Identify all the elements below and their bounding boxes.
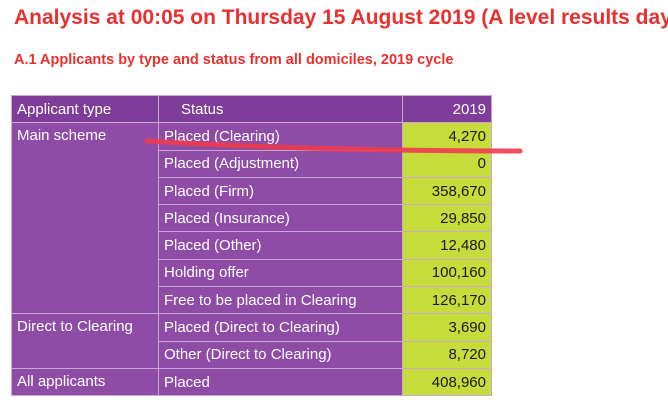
status-cell: Placed (Other): [158, 231, 403, 260]
value-cell: 100,160: [402, 258, 492, 288]
header-status: Status: [158, 94, 403, 124]
status-cell: Other (Direct to Clearing): [158, 340, 403, 369]
status-cell: Holding offer: [158, 258, 403, 288]
table-row: Holding offer 100,160: [12, 258, 492, 288]
page-title: Analysis at 00:05 on Thursday 15 August …: [14, 6, 668, 29]
table-row: Placed (Adjustment) 0: [12, 149, 492, 178]
value-cell: 4,270: [402, 122, 492, 151]
table-row: Free to be placed in Clearing 126,170: [12, 286, 492, 315]
header-applicant-type: Applicant type: [11, 94, 159, 124]
table-row: All applicants Placed 408,960: [11, 367, 492, 397]
table-subtitle: A.1 Applicants by type and status from a…: [14, 52, 454, 68]
applicants-table: Applicant type Status 2019 Main scheme P…: [11, 94, 492, 397]
value-cell: 126,170: [402, 286, 492, 315]
value-cell: 3,690: [402, 313, 492, 342]
table-row: Placed (Other) 12,480: [12, 231, 492, 260]
value-cell: 358,670: [402, 176, 492, 206]
value-cell: 8,720: [402, 340, 492, 369]
applicant-type-cell: Direct to Clearing: [11, 313, 159, 369]
status-cell: Placed (Direct to Clearing): [158, 313, 403, 342]
table-row: Other (Direct to Clearing) 8,720: [12, 340, 492, 369]
status-cell: Placed (Adjustment): [158, 149, 403, 178]
status-cell: Placed (Clearing): [158, 122, 403, 151]
applicant-type-cell: Main scheme: [11, 122, 159, 315]
value-cell: 12,480: [402, 231, 492, 260]
value-cell: 0: [402, 149, 492, 178]
table-row: Main scheme Placed (Clearing) 4,270: [11, 122, 492, 315]
table-row: Placed (Insurance) 29,850: [12, 204, 492, 233]
applicant-type-cell: All applicants: [11, 367, 159, 397]
value-cell: 29,850: [402, 204, 492, 233]
header-year: 2019: [402, 94, 492, 124]
status-cell: Placed (Firm): [158, 176, 403, 206]
status-cell: Free to be placed in Clearing: [158, 286, 403, 315]
table-row: Placed (Firm) 358,670: [12, 176, 492, 206]
status-cell: Placed: [158, 367, 403, 397]
table-row: Direct to Clearing Placed (Direct to Cle…: [11, 313, 492, 369]
table-header-row: Applicant type Status 2019: [11, 94, 492, 124]
status-cell: Placed (Insurance): [158, 204, 403, 233]
value-cell: 408,960: [402, 367, 492, 397]
